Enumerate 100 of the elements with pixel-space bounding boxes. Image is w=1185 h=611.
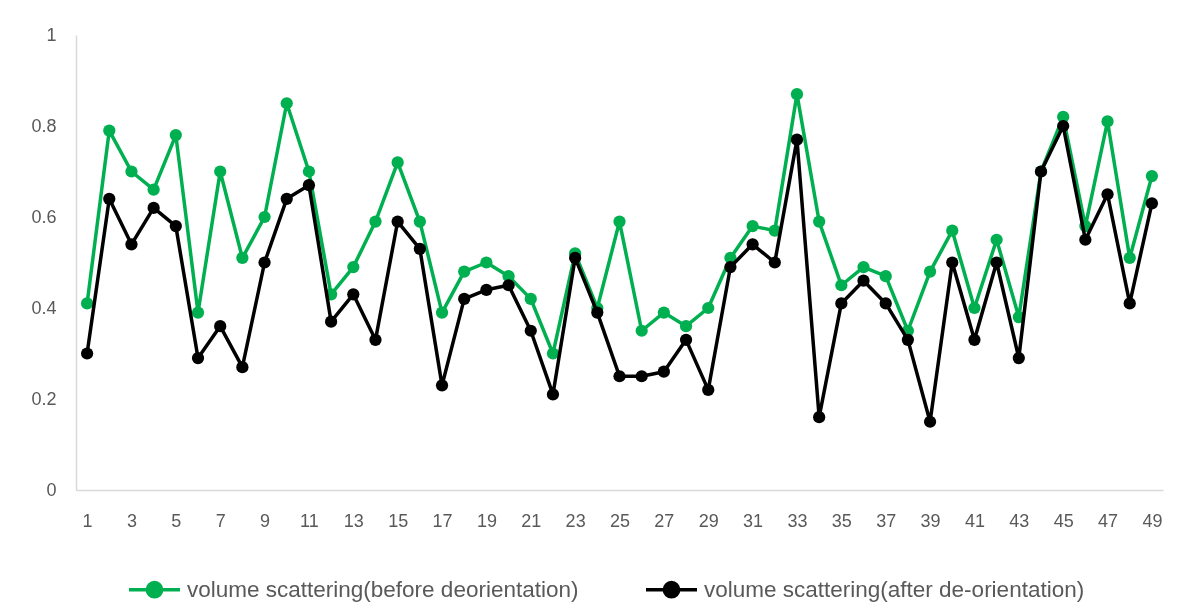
point xyxy=(679,333,693,346)
point xyxy=(80,297,94,310)
point xyxy=(968,301,981,315)
point xyxy=(1101,115,1114,128)
point xyxy=(191,306,205,319)
point xyxy=(1079,233,1092,246)
x-tick-label: 29 xyxy=(698,510,719,531)
point xyxy=(923,415,937,428)
point xyxy=(746,238,759,251)
point xyxy=(169,128,182,142)
point xyxy=(724,260,737,274)
x-tick-label: 13 xyxy=(343,510,364,531)
point xyxy=(502,279,515,292)
x-tick-label: 49 xyxy=(1142,510,1163,531)
x-tick-label: 17 xyxy=(432,510,453,531)
point xyxy=(280,97,293,110)
x-tick-label: 25 xyxy=(609,510,631,531)
point xyxy=(1057,119,1070,133)
point xyxy=(191,351,205,365)
point xyxy=(147,201,160,215)
point xyxy=(879,270,892,283)
point xyxy=(258,256,271,269)
point xyxy=(391,156,404,169)
y-tick-label: 0.4 xyxy=(31,297,57,318)
point xyxy=(613,370,626,383)
point xyxy=(835,279,848,292)
point xyxy=(946,256,959,269)
x-tick-label: 1 xyxy=(82,510,93,531)
x-tick-label: 21 xyxy=(521,510,542,531)
point xyxy=(990,256,1003,269)
point xyxy=(702,383,715,397)
point xyxy=(103,124,116,137)
y-tick-label: 1 xyxy=(46,24,57,45)
point xyxy=(214,165,227,178)
point xyxy=(657,365,670,378)
y-tick-label: 0.2 xyxy=(31,388,57,409)
y-tick-label: 0.8 xyxy=(31,115,57,136)
x-tick-label: 47 xyxy=(1098,510,1119,531)
point xyxy=(125,165,138,178)
point xyxy=(546,388,560,401)
x-tick-label: 33 xyxy=(787,510,808,531)
point xyxy=(324,315,338,328)
x-tick-label: 43 xyxy=(1009,510,1030,531)
point xyxy=(591,306,604,319)
point xyxy=(635,324,648,337)
point xyxy=(458,292,471,306)
x-tick-label: 35 xyxy=(831,510,852,531)
point xyxy=(1123,251,1136,265)
point xyxy=(302,165,316,178)
point xyxy=(1145,169,1159,183)
point xyxy=(923,265,937,278)
point xyxy=(857,274,870,287)
legend-label: volume scattering(before deorientation) xyxy=(187,576,579,602)
point xyxy=(435,379,449,392)
point xyxy=(857,260,870,274)
point xyxy=(435,306,449,319)
point xyxy=(125,238,138,251)
point xyxy=(813,215,826,228)
y-tick-label: 0.6 xyxy=(31,206,57,227)
point xyxy=(236,251,249,265)
point xyxy=(657,306,670,319)
x-tick-label: 23 xyxy=(565,510,586,531)
x-tick-label: 9 xyxy=(260,510,271,531)
point xyxy=(968,333,981,346)
point xyxy=(990,233,1003,246)
x-tick-label: 37 xyxy=(876,510,897,531)
point xyxy=(635,370,648,383)
point xyxy=(480,283,493,296)
point xyxy=(702,301,715,315)
x-tick-label: 5 xyxy=(171,510,182,531)
point xyxy=(80,347,94,360)
x-tick-label: 7 xyxy=(215,510,226,531)
point xyxy=(790,88,804,101)
x-tick-label: 19 xyxy=(476,510,497,531)
point xyxy=(901,333,915,346)
point xyxy=(768,256,781,269)
legend-label: volume scattering(after de-orientation) xyxy=(704,576,1085,602)
point xyxy=(569,251,582,265)
point xyxy=(347,288,360,301)
point xyxy=(480,256,493,269)
point xyxy=(746,219,759,233)
point xyxy=(236,361,249,374)
point xyxy=(524,292,537,306)
point xyxy=(546,347,560,360)
x-tick-label: 3 xyxy=(126,510,137,531)
point xyxy=(369,215,382,228)
point xyxy=(391,215,404,228)
point xyxy=(458,265,471,278)
point xyxy=(679,320,693,333)
x-tick-label: 41 xyxy=(964,510,985,531)
point xyxy=(302,179,316,192)
point xyxy=(835,297,848,310)
point xyxy=(524,324,537,337)
point xyxy=(790,133,804,146)
point xyxy=(280,192,293,205)
x-tick-label: 31 xyxy=(743,510,764,531)
point xyxy=(147,183,160,196)
x-tick-label: 11 xyxy=(300,510,319,531)
x-tick-label: 45 xyxy=(1053,510,1074,531)
y-tick-label: 0 xyxy=(46,479,57,500)
